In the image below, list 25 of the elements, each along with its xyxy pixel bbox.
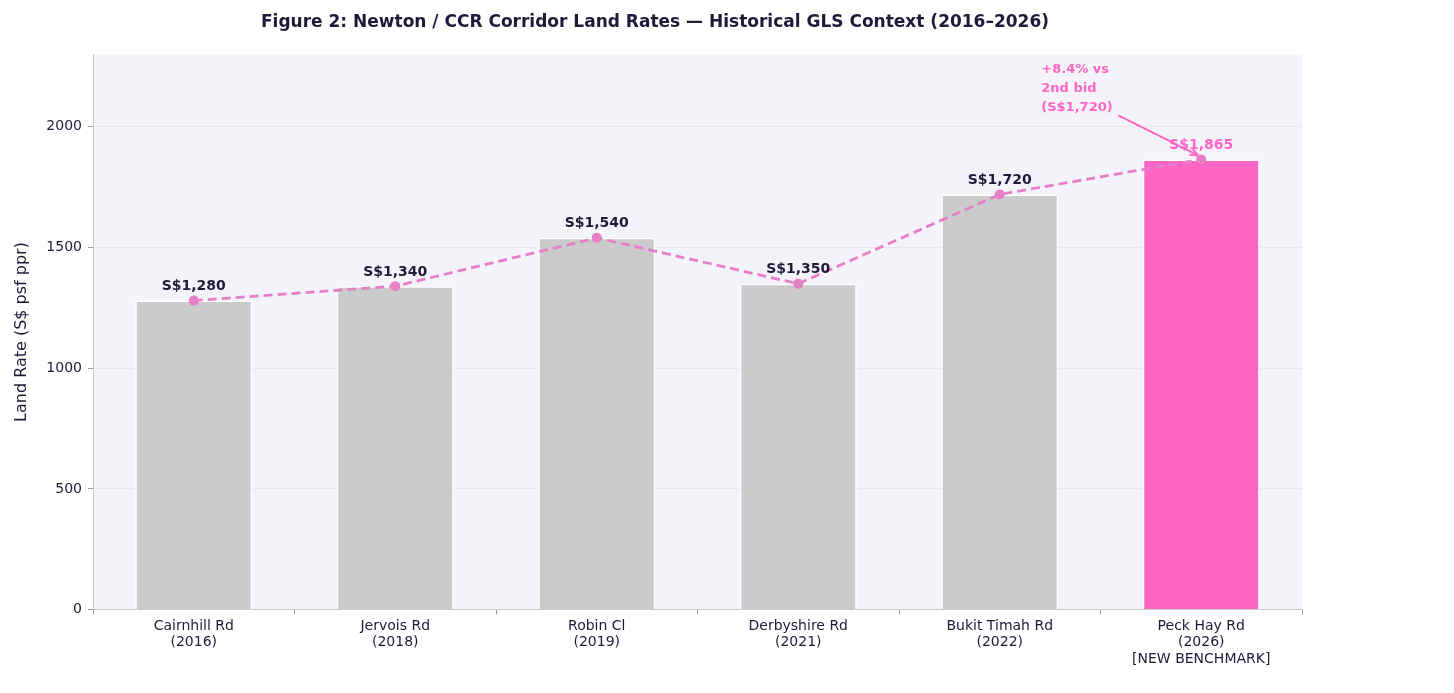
chart-title: Figure 2: Newton / CCR Corridor Land Rates — Historical GLS Context (2016–2026) — [260, 10, 1050, 31]
data-label: S$1,280 — [161, 277, 227, 294]
point — [591, 232, 602, 243]
point — [188, 295, 199, 306]
y-tick-label: 2000 — [46, 117, 82, 134]
data-label: S$1,720 — [967, 171, 1033, 188]
data-label: S$1,540 — [564, 214, 630, 231]
annotation: +8.4% vs 2nd bid (S$1,720) — [1041, 60, 1113, 114]
x-tick-label: Derbyshire Rd (2021) — [748, 616, 849, 650]
y-tick-label: 1500 — [46, 238, 82, 255]
point — [390, 281, 401, 292]
y-tick-label: 1000 — [46, 358, 82, 375]
x-tick-label: Peck Hay Rd (2026) [NEW BENCHMARK] — [1132, 616, 1271, 667]
x-tick-label: Bukit Timah Rd (2022) — [946, 616, 1054, 650]
y-axis-title: Land Rate (S$ psf ppr) — [10, 242, 30, 422]
data-label: S$1,340 — [363, 262, 428, 279]
x-tick-label: Jervois Rd (2018) — [359, 616, 431, 650]
data-label: S$1,350 — [766, 260, 831, 277]
x-tick-label: Cairnhill Rd (2016) — [153, 616, 234, 650]
y-tick-label: 0 — [73, 600, 82, 617]
x-tick-label: Robin Cl (2019) — [568, 616, 626, 650]
point — [793, 278, 804, 289]
point — [1196, 154, 1207, 165]
point — [994, 189, 1005, 200]
y-tick-label: 500 — [55, 479, 82, 496]
